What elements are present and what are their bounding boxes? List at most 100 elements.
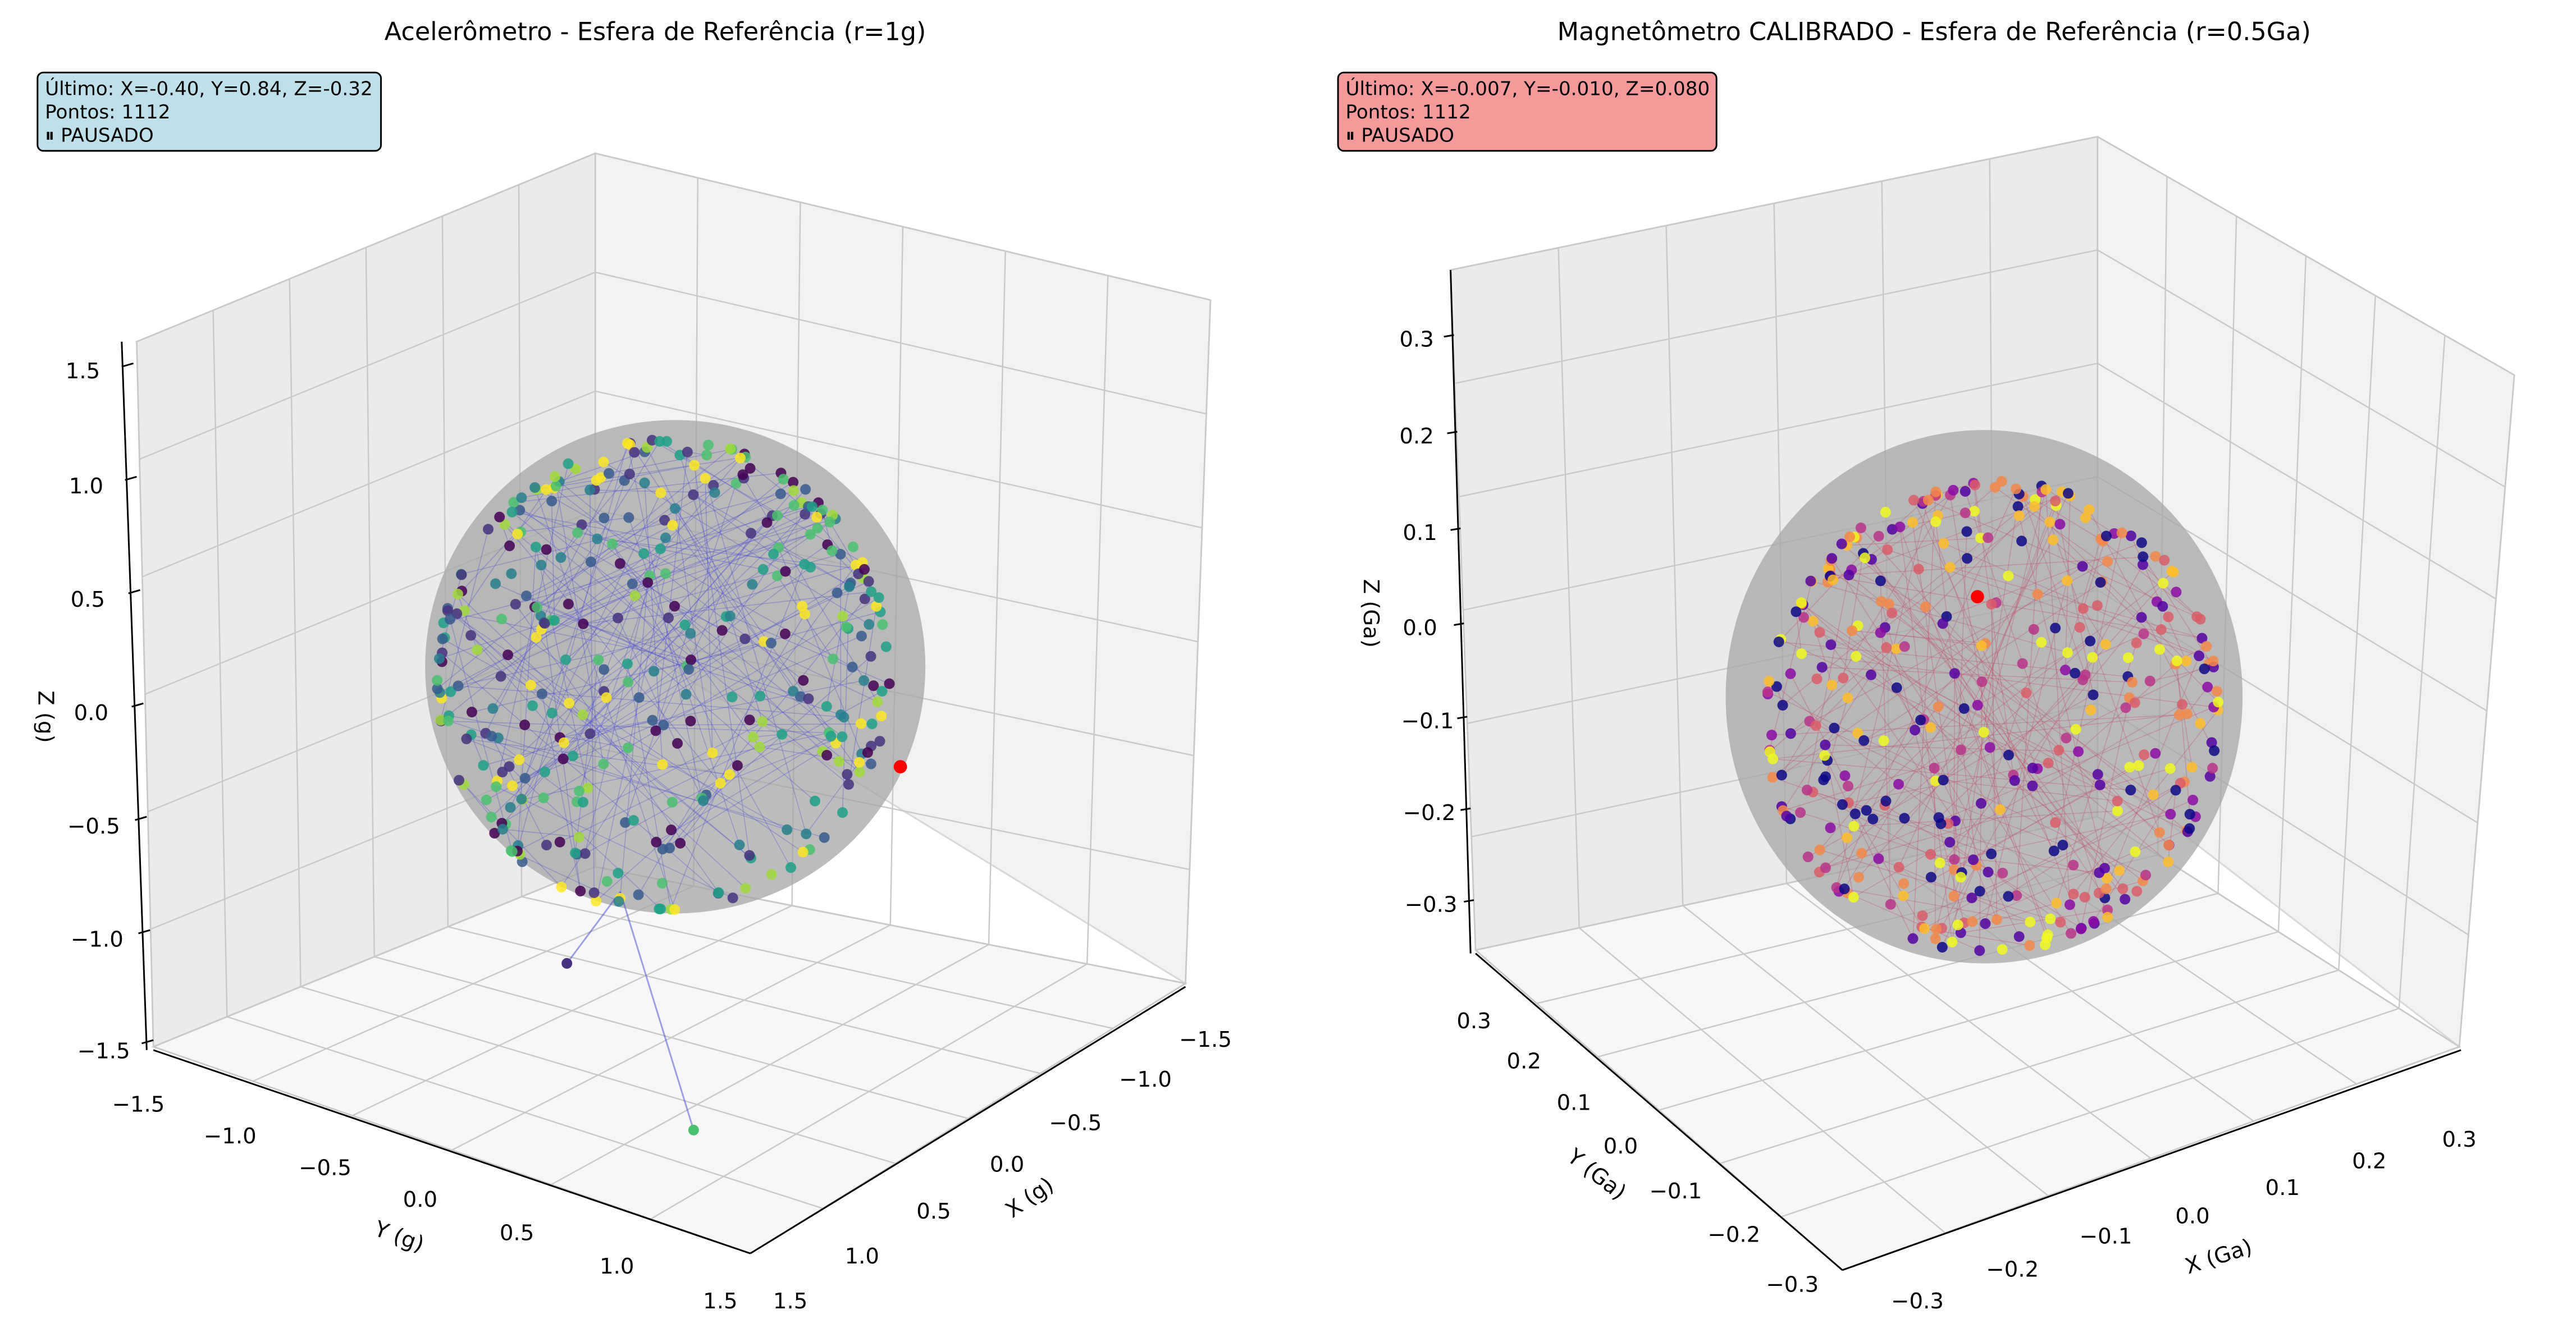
mag-data-point bbox=[2032, 589, 2043, 600]
mag-trajectory-segment bbox=[1965, 491, 2108, 918]
mag-data-point bbox=[1843, 570, 1855, 581]
mag-trajectory-segment bbox=[1801, 653, 2214, 708]
acc-data-point bbox=[497, 823, 508, 835]
mag-z-ticks: 0.3 0.2 0.1 0.0 −0.1 −0.2 −0.3 bbox=[1399, 327, 1474, 917]
acc-trajectory-segment bbox=[595, 573, 666, 901]
mag-data-point bbox=[2140, 869, 2152, 881]
mag-data-point bbox=[2094, 867, 2105, 878]
acc-data-point bbox=[685, 716, 696, 727]
acc-trajectory-segment bbox=[577, 532, 764, 570]
acc-trajectory-segment bbox=[461, 493, 781, 575]
acc-data-point bbox=[584, 728, 596, 739]
mag-trajectory-segment bbox=[1853, 704, 2182, 898]
mag-trajectory-segment bbox=[1904, 640, 2091, 819]
mag-trajectory-segment bbox=[1939, 813, 2171, 864]
mag-data-point bbox=[1827, 574, 1838, 585]
acc-data-point bbox=[737, 469, 748, 480]
acc-x-ticks: 1.5 1.0 0.5 0.0 −0.5 −1.0 −1.5 bbox=[773, 1027, 1232, 1314]
accelerometer-panel: Acelerômetro - Esfera de Referência (r=1… bbox=[33, 17, 1232, 1314]
mag-data-point bbox=[1837, 799, 1848, 810]
acc-data-point bbox=[800, 484, 811, 495]
acc-z-tick: −0.5 bbox=[67, 814, 120, 839]
acc-trajectory-segment bbox=[584, 575, 650, 854]
acc-trajectory-segment bbox=[524, 452, 635, 779]
mag-data-point bbox=[2050, 622, 2061, 634]
mag-data-point bbox=[2016, 535, 2027, 547]
acc-data-point bbox=[843, 779, 855, 790]
acc-data-point bbox=[811, 511, 823, 523]
acc-trajectory-segment bbox=[674, 606, 878, 702]
acc-data-point bbox=[666, 796, 678, 808]
acc-data-point bbox=[510, 598, 521, 610]
acc-z-tick: −1.5 bbox=[77, 1039, 130, 1064]
mag-trajectory-segment bbox=[1819, 632, 2171, 815]
acc-trajectory-segment bbox=[541, 457, 741, 694]
acc-data-point bbox=[582, 782, 593, 794]
acc-data-point bbox=[858, 564, 870, 575]
acc-trajectory-segment bbox=[662, 743, 837, 850]
mag-data-point bbox=[1856, 848, 1867, 859]
mag-data-point bbox=[2011, 483, 2022, 494]
acc-trajectory-segment bbox=[581, 524, 648, 583]
mag-data-point bbox=[2165, 809, 2176, 820]
acc-data-point bbox=[598, 456, 609, 468]
acc-data-point bbox=[573, 831, 584, 842]
acc-info-box: Último: X=-0.40, Y=0.84, Z=-0.32 Pontos:… bbox=[36, 71, 381, 152]
acc-data-point bbox=[628, 815, 639, 826]
acc-data-point bbox=[727, 692, 738, 703]
mag-data-point bbox=[2174, 709, 2185, 721]
mag-data-point bbox=[2102, 556, 2113, 567]
mag-trajectory-segment bbox=[1810, 580, 2068, 653]
mag-data-point bbox=[2186, 762, 2198, 773]
mag-data-point bbox=[1931, 923, 1942, 935]
acc-trajectory-segment bbox=[503, 828, 579, 838]
acc-data-point bbox=[724, 769, 735, 780]
acc-data-point bbox=[558, 753, 569, 764]
mag-data-point bbox=[2137, 559, 2149, 570]
magnetometer-panel: Magnetômetro CALIBRADO - Esfera de Refer… bbox=[1358, 17, 2515, 1314]
acc-trajectory-segment bbox=[619, 563, 843, 738]
mag-trajectory-segment bbox=[1913, 500, 2038, 769]
acc-data-point bbox=[689, 460, 700, 471]
mag-data-point bbox=[1825, 822, 1836, 834]
acc-trajectory-segment bbox=[619, 582, 648, 899]
acc-y-tick: 1.0 bbox=[600, 1254, 634, 1279]
mag-trajectory-segment bbox=[2035, 499, 2103, 542]
acc-data-point bbox=[686, 654, 697, 666]
acc-data-point bbox=[876, 685, 888, 697]
acc-data-point bbox=[805, 529, 816, 540]
mag-data-point bbox=[2087, 652, 2098, 663]
acc-x-tick: 0.5 bbox=[916, 1199, 951, 1224]
mag-data-point bbox=[2021, 687, 2032, 698]
acc-trajectory-segment bbox=[629, 443, 794, 692]
mag-data-point bbox=[2085, 635, 2096, 647]
acc-data-point bbox=[865, 651, 876, 662]
mag-data-point bbox=[2100, 639, 2111, 650]
acc-trajectory-segment bbox=[508, 654, 751, 859]
acc-trajectory-segment bbox=[603, 461, 870, 625]
mag-data-point bbox=[1887, 607, 1898, 619]
acc-trajectory-segment bbox=[496, 786, 733, 899]
acc-data-point bbox=[599, 512, 610, 524]
mag-y-tick: −0.2 bbox=[1708, 1222, 1761, 1247]
acc-data-point bbox=[546, 496, 558, 507]
acc-data-point bbox=[863, 576, 874, 587]
acc-y-tick: 0.0 bbox=[403, 1187, 437, 1212]
acc-data-points bbox=[432, 434, 907, 1135]
mag-data-point bbox=[2079, 892, 2090, 903]
mag-trajectory-segment bbox=[2022, 496, 2086, 675]
mag-trajectory-segment bbox=[1830, 556, 2156, 576]
mag-x-tick: 0.3 bbox=[2442, 1127, 2476, 1152]
acc-y-ticks: −1.5 −1.0 −0.5 0.0 0.5 1.0 1.5 bbox=[112, 1092, 738, 1314]
mag-data-point bbox=[2017, 658, 2028, 669]
mag-data-point bbox=[2184, 809, 2195, 820]
mag-trajectory-segment bbox=[2105, 656, 2200, 889]
acc-data-point bbox=[740, 882, 751, 894]
mag-data-point bbox=[1936, 942, 1948, 953]
mag-data-point bbox=[1949, 854, 1960, 865]
mag-trajectory-segment bbox=[2075, 663, 2209, 730]
mag-y-tick: 0.1 bbox=[1557, 1091, 1591, 1116]
acc-trajectory-segment bbox=[619, 891, 695, 1130]
mag-data-point bbox=[1764, 746, 1775, 757]
acc-data-point bbox=[657, 759, 668, 770]
